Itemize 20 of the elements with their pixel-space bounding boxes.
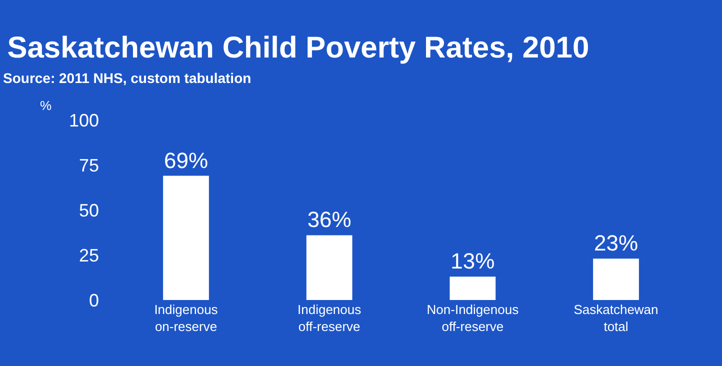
chart-subtitle: Source: 2011 NHS, custom tabulation [3,70,252,86]
bar [593,258,639,300]
bar [163,176,209,300]
x-tick-label: Indigenous off-reserve [298,302,362,334]
y-axis-title: % [40,98,52,113]
chart-title: Saskatchewan Child Poverty Rates, 2010 [7,32,590,65]
x-tick-label: Saskatchewan total [574,302,658,334]
data-label: 13% [450,248,495,274]
data-label: 23% [594,230,638,256]
y-tick-label: 75 [78,155,99,176]
y-tick-label: 0 [88,290,99,310]
x-tick-label: Non-Indigenous off-reserve [426,302,520,334]
x-tick-label: Indigenous on-reserve [154,302,218,334]
data-label: 36% [307,207,352,232]
bar [450,276,496,300]
bar [306,235,352,300]
data-label: 69% [164,148,208,173]
y-tick-label: 50 [78,200,99,220]
y-tick-label: 100 [68,110,99,130]
y-tick-label: 25 [78,245,99,266]
